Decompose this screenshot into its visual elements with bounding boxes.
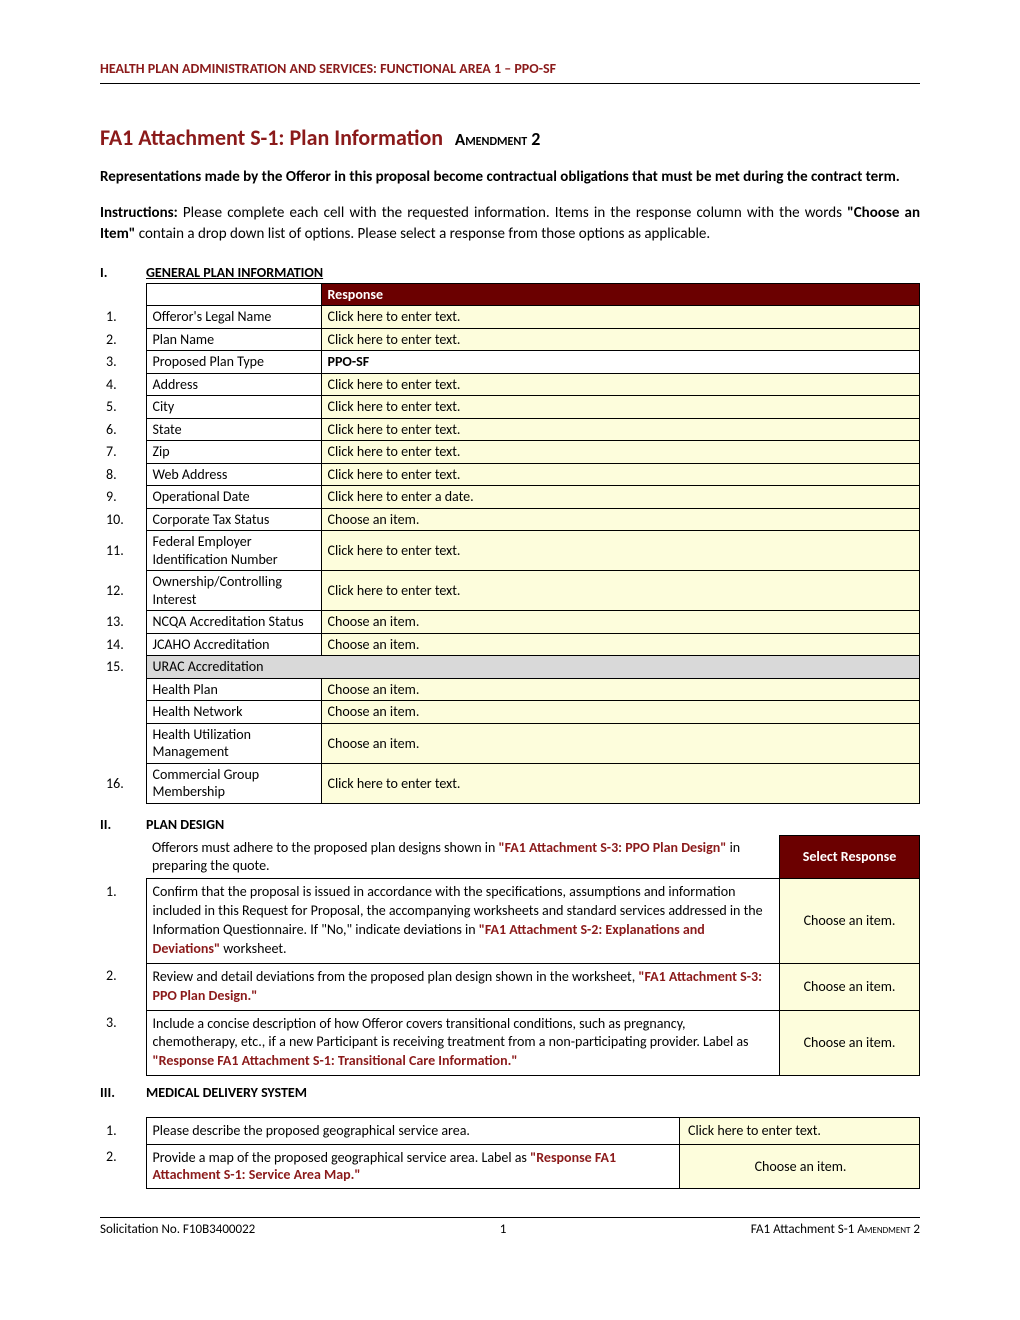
response-cell[interactable]: Click here to enter text. <box>321 441 920 464</box>
table-row: Health NetworkChoose an item. <box>100 701 920 724</box>
table-row: 8. Web Address Click here to enter text. <box>100 463 920 486</box>
table-row: 9. Operational Date Click here to enter … <box>100 486 920 509</box>
response-cell[interactable]: Choose an item. <box>321 633 920 656</box>
page-header: HEALTH PLAN ADMINISTRATION AND SERVICES:… <box>100 60 920 84</box>
representations-text: Representations made by the Offeror in t… <box>100 167 920 187</box>
response-cell[interactable]: Choose an item. <box>680 1144 920 1188</box>
response-cell[interactable]: Click here to enter text. <box>321 418 920 441</box>
amendment-label: Amendment 2 <box>447 128 541 150</box>
table-row: Health PlanChoose an item. <box>100 678 920 701</box>
response-cell[interactable]: Click here to enter a date. <box>321 486 920 509</box>
table-row: 7. Zip Click here to enter text. <box>100 441 920 464</box>
table-row: 4. Address Click here to enter text. <box>100 373 920 396</box>
footer-left: Solicitation No. F10B3400022 <box>100 1222 255 1237</box>
table-row: 2. Review and detail deviations from the… <box>100 963 920 1010</box>
table-row: 6. State Click here to enter text. <box>100 418 920 441</box>
section-1-header: I. GENERAL PLAN INFORMATION <box>100 258 920 283</box>
response-cell[interactable]: PPO-SF <box>321 351 920 374</box>
response-cell[interactable]: Choose an item. <box>780 879 920 964</box>
table-row: 3. Proposed Plan Type PPO-SF <box>100 351 920 374</box>
table-row: Health Utilization ManagementChoose an i… <box>100 723 920 763</box>
table-row: 2. Plan Name Click here to enter text. <box>100 328 920 351</box>
table-row: 5. City Click here to enter text. <box>100 396 920 419</box>
general-plan-table: Response 1. Offeror's Legal Name Click h… <box>100 283 920 804</box>
response-cell[interactable]: Click here to enter text. <box>680 1118 920 1145</box>
footer-right: FA1 Attachment S-1 Amendment 2 <box>751 1222 920 1237</box>
table-row: 12. Ownership/Controlling Interest Click… <box>100 571 920 611</box>
response-cell[interactable]: Click here to enter text. <box>321 328 920 351</box>
response-cell[interactable]: Choose an item. <box>780 1010 920 1076</box>
section-3-header: III. MEDICAL DELIVERY SYSTEM <box>100 1078 920 1103</box>
instructions-text: Instructions: Please complete each cell … <box>100 203 920 244</box>
main-title: FA1 Attachment S-1: Plan Information <box>100 124 443 151</box>
response-cell[interactable]: Click here to enter text. <box>321 373 920 396</box>
table-row: 10. Corporate Tax Status Choose an item. <box>100 508 920 531</box>
response-cell[interactable]: Click here to enter text. <box>321 306 920 329</box>
response-cell[interactable]: Choose an item. <box>321 678 920 701</box>
table-row: 1. Offeror's Legal Name Click here to en… <box>100 306 920 329</box>
plan-design-table: Offerors must adhere to the proposed pla… <box>100 835 920 1077</box>
response-cell[interactable]: Click here to enter text. <box>321 763 920 803</box>
table-row: 14. JCAHO Accreditation Choose an item. <box>100 633 920 656</box>
table-row: 2. Provide a map of the proposed geograp… <box>100 1144 920 1188</box>
table-row: 11. Federal Employer Identification Numb… <box>100 531 920 571</box>
table-row: 3. Include a concise description of how … <box>100 1010 920 1076</box>
response-cell[interactable]: Click here to enter text. <box>321 571 920 611</box>
title-row: FA1 Attachment S-1: Plan Information Ame… <box>100 124 920 151</box>
response-cell[interactable]: Click here to enter text. <box>321 396 920 419</box>
plan-design-intro: Offerors must adhere to the proposed pla… <box>146 835 780 879</box>
response-cell[interactable]: Choose an item. <box>321 701 920 724</box>
response-cell[interactable]: Choose an item. <box>321 723 920 763</box>
table-row: 1. Please describe the proposed geograph… <box>100 1118 920 1145</box>
page-footer: Solicitation No. F10B3400022 1 FA1 Attac… <box>100 1217 920 1237</box>
select-response-header: Select Response <box>780 835 920 879</box>
medical-delivery-table: 1. Please describe the proposed geograph… <box>100 1117 920 1189</box>
response-header: Response <box>321 283 920 306</box>
table-row: 1. Confirm that the proposal is issued i… <box>100 879 920 964</box>
table-row: 13. NCQA Accreditation Status Choose an … <box>100 611 920 634</box>
footer-page-number: 1 <box>500 1222 507 1237</box>
response-cell[interactable]: Click here to enter text. <box>321 463 920 486</box>
section-2-header: II. PLAN DESIGN <box>100 810 920 835</box>
response-cell[interactable]: Choose an item. <box>321 508 920 531</box>
response-cell[interactable]: Click here to enter text. <box>321 531 920 571</box>
response-cell[interactable]: Choose an item. <box>321 611 920 634</box>
response-cell[interactable]: Choose an item. <box>780 963 920 1010</box>
